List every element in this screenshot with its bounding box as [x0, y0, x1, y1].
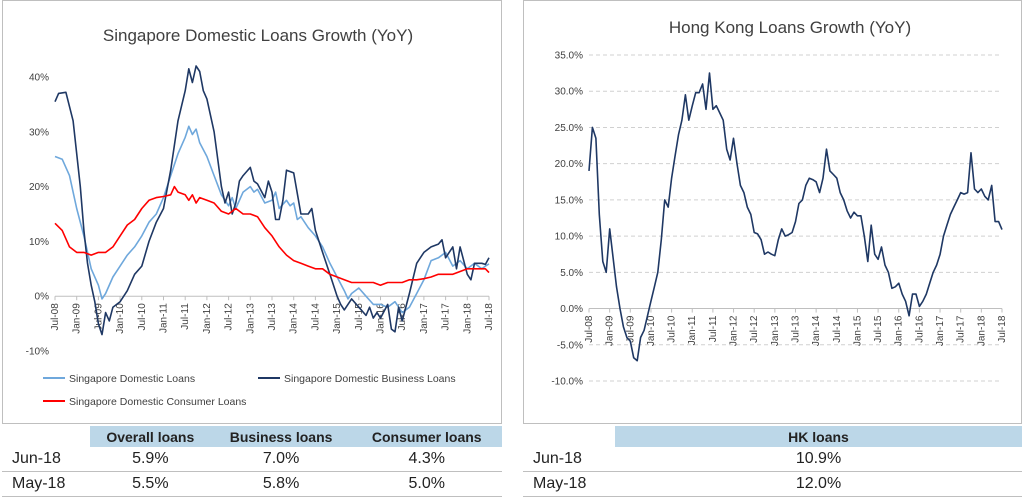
- hk-table-header-row: HK loans: [523, 426, 1022, 447]
- sg-table-corner: [2, 426, 90, 447]
- x-tick-label: Jul-09: [93, 303, 104, 331]
- chart-title: Hong Kong Loans Growth (YoY): [669, 18, 911, 37]
- table-cell: 5.8%: [210, 471, 352, 497]
- x-tick-label: Jul-14: [310, 303, 321, 331]
- y-tick-label: 10%: [29, 237, 49, 248]
- x-tick-label: Jul-17: [956, 315, 967, 343]
- table-cell: 5.9%: [90, 447, 211, 472]
- x-tick-label: Jul-11: [180, 303, 191, 330]
- x-tick-label: Jan-17: [935, 315, 946, 346]
- x-tick-label: Jul-12: [224, 303, 235, 331]
- row-label: May-18: [2, 471, 90, 497]
- x-tick-label: Jul-08: [584, 315, 595, 343]
- table-cell: 5.0%: [351, 471, 502, 497]
- x-tick-label: Jan-11: [159, 303, 170, 333]
- x-tick-label: Jul-10: [137, 303, 148, 331]
- y-tick-label: 25.0%: [555, 123, 583, 134]
- hk-chart-panel: Hong Kong Loans Growth (YoY) -10.0% -5.0% 0…: [523, 0, 1022, 424]
- y-tick-label: 40%: [29, 73, 49, 84]
- x-tick-label: Jul-13: [267, 303, 278, 331]
- table-cell: 7.0%: [210, 447, 352, 472]
- x-tick-label: Jul-11: [708, 315, 719, 342]
- table-cell: 10.9%: [615, 447, 1022, 472]
- x-tick-label: Jul-17: [441, 303, 452, 331]
- y-tick-label: 35.0%: [555, 51, 583, 62]
- y-tick-label: -5.0%: [557, 340, 583, 351]
- y-tick-label: 15.0%: [555, 195, 583, 206]
- y-tick-label: 0%: [35, 292, 50, 303]
- series-line-2: [54, 185, 490, 286]
- x-tick-label: Jan-13: [245, 303, 256, 334]
- legend-label: Singapore Domestic Loans: [69, 373, 195, 385]
- sg-header-overall: Overall loans: [90, 426, 211, 447]
- x-tick-label: Jan-15: [852, 315, 863, 346]
- y-tick-label: 0.0%: [560, 304, 583, 315]
- row-label: Jun-18: [2, 447, 90, 472]
- row-label: May-18: [523, 471, 615, 497]
- y-tick-label: 30.0%: [555, 87, 583, 98]
- table-row: May-18 5.5% 5.8% 5.0%: [2, 471, 502, 497]
- x-tick-label: Jul-15: [873, 315, 884, 343]
- table-row: Jun-18 5.9% 7.0% 4.3%: [2, 447, 502, 472]
- x-tick-label: Jul-18: [484, 303, 495, 331]
- legend-label: Singapore Domestic Consumer Loans: [69, 396, 246, 408]
- x-tick-label: Jul-18: [997, 315, 1008, 343]
- x-tick-label: Jan-09: [72, 303, 83, 334]
- table-cell: 4.3%: [351, 447, 502, 472]
- table-row: May-18 12.0%: [523, 471, 1022, 497]
- x-tick-label: Jul-15: [354, 303, 365, 331]
- hk-header-loans: HK loans: [615, 426, 1022, 447]
- x-tick-label: Jan-18: [462, 303, 473, 334]
- x-tick-label: Jan-15: [332, 303, 343, 334]
- x-tick-label: Jan-14: [811, 315, 822, 346]
- sg-loans-chart: Singapore Domestic Loans Growth (YoY) -10…: [26, 26, 495, 408]
- x-tick-label: Jan-17: [419, 303, 430, 334]
- sg-chart-panel: Singapore Domestic Loans Growth (YoY) -10…: [2, 0, 502, 424]
- x-tick-label: Jan-11: [687, 315, 698, 345]
- y-tick-label: 10.0%: [555, 232, 583, 243]
- x-tick-label: Jul-13: [791, 315, 802, 343]
- x-tick-label: Jan-13: [770, 315, 781, 346]
- chart-title: Singapore Domestic Loans Growth (YoY): [103, 26, 413, 45]
- y-tick-label: 5.0%: [560, 268, 583, 279]
- x-tick-label: Jul-14: [832, 315, 843, 343]
- y-tick-label: 30%: [29, 127, 49, 138]
- legend-label: Singapore Domestic Business Loans: [284, 373, 456, 385]
- sg-header-business: Business loans: [210, 426, 352, 447]
- y-tick-label: -10%: [26, 347, 49, 358]
- x-tick-label: Jan-12: [729, 315, 740, 346]
- x-tick-label: Jan-16: [894, 315, 905, 346]
- sg-table-header-row: Overall loans Business loans Consumer lo…: [2, 426, 502, 447]
- series-line-0: [54, 125, 490, 314]
- table-cell: 5.5%: [90, 471, 211, 497]
- x-tick-label: Jan-14: [289, 303, 300, 334]
- table-row: Jun-18 10.9%: [523, 447, 1022, 472]
- hk-loans-table: HK loans Jun-18 10.9% May-18 12.0%: [523, 426, 1022, 497]
- x-tick-label: Jan-10: [115, 303, 126, 334]
- sg-loans-table: Overall loans Business loans Consumer lo…: [2, 426, 502, 497]
- y-tick-label: 20%: [29, 182, 49, 193]
- sg-header-consumer: Consumer loans: [351, 426, 502, 447]
- x-tick-label: Jul-10: [667, 315, 678, 343]
- x-tick-label: Jan-12: [202, 303, 213, 334]
- x-tick-label: Jul-09: [625, 315, 636, 343]
- row-label: Jun-18: [523, 447, 615, 472]
- x-tick-label: Jul-12: [749, 315, 760, 343]
- x-tick-label: Jul-08: [50, 303, 61, 331]
- x-tick-label: Jul-16: [914, 315, 925, 343]
- x-tick-label: Jan-09: [605, 315, 616, 346]
- table-cell: 12.0%: [615, 471, 1022, 497]
- hk-loans-chart: Hong Kong Loans Growth (YoY) -10.0% -5.0% 0…: [551, 18, 1008, 388]
- y-tick-label: 20.0%: [555, 159, 583, 170]
- series-line-0: [588, 72, 1003, 362]
- x-tick-label: Jan-18: [976, 315, 987, 346]
- y-tick-label: -10.0%: [551, 377, 583, 388]
- series-line-1: [54, 65, 490, 336]
- hk-table-corner: [523, 426, 615, 447]
- x-tick-label: Jan-10: [646, 315, 657, 346]
